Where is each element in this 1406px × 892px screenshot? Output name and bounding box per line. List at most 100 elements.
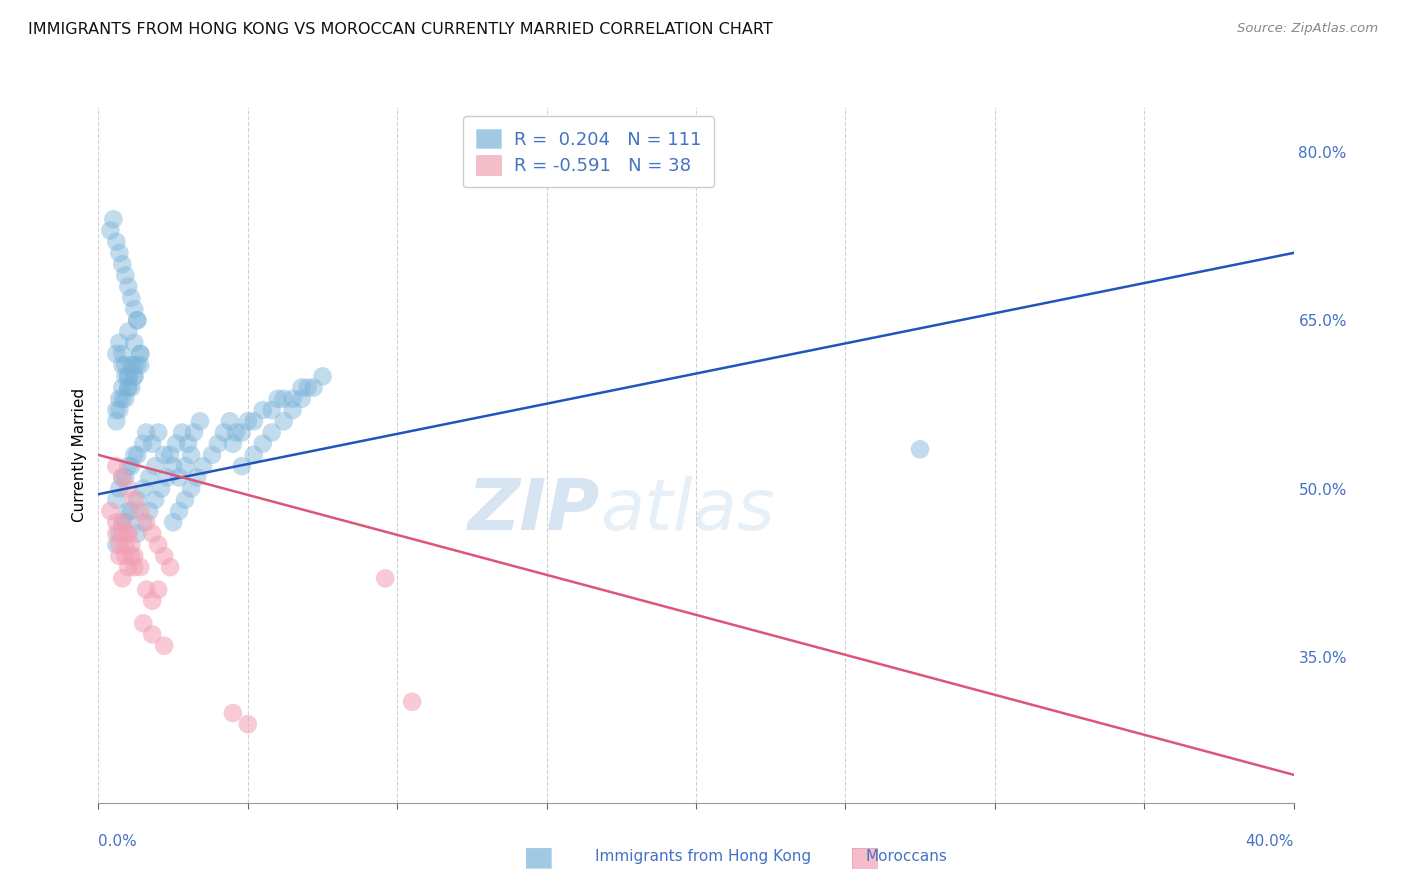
- Point: [153, 448, 176, 462]
- Point: [124, 358, 146, 372]
- Point: [114, 358, 136, 372]
- Point: [132, 515, 155, 529]
- Point: [117, 369, 139, 384]
- Point: [141, 594, 163, 608]
- Point: [207, 436, 229, 450]
- Point: [222, 436, 245, 450]
- Point: [143, 492, 166, 507]
- Point: [401, 695, 423, 709]
- Point: [103, 212, 125, 227]
- Point: [114, 268, 136, 283]
- Point: [311, 369, 333, 384]
- Point: [281, 392, 304, 406]
- Point: [124, 549, 146, 563]
- Point: [138, 504, 160, 518]
- Point: [124, 492, 146, 507]
- Point: [260, 425, 283, 440]
- Point: [127, 313, 149, 327]
- Point: [143, 459, 166, 474]
- Point: [120, 381, 142, 395]
- Point: [236, 717, 259, 731]
- Point: [108, 538, 131, 552]
- Point: [291, 381, 314, 395]
- Point: [114, 549, 136, 563]
- Point: [243, 414, 266, 428]
- Point: [105, 526, 128, 541]
- Point: [148, 538, 170, 552]
- Point: [111, 257, 134, 271]
- Point: [297, 381, 319, 395]
- Point: [127, 313, 149, 327]
- Point: [172, 425, 194, 440]
- Point: [219, 414, 242, 428]
- Point: [129, 560, 152, 574]
- Point: [129, 504, 152, 518]
- Text: Source: ZipAtlas.com: Source: ZipAtlas.com: [1237, 22, 1378, 36]
- Point: [191, 459, 214, 474]
- Point: [141, 627, 163, 641]
- Point: [162, 515, 184, 529]
- Text: 0.0%: 0.0%: [98, 834, 138, 849]
- Point: [124, 448, 146, 462]
- Point: [117, 459, 139, 474]
- Point: [212, 425, 235, 440]
- Point: [108, 335, 131, 350]
- Text: Immigrants from Hong Kong: Immigrants from Hong Kong: [595, 849, 811, 863]
- Text: atlas: atlas: [600, 476, 775, 545]
- Point: [111, 470, 134, 484]
- Point: [201, 448, 224, 462]
- Point: [117, 560, 139, 574]
- Point: [291, 392, 314, 406]
- Point: [174, 459, 197, 474]
- Point: [105, 414, 128, 428]
- Point: [108, 392, 131, 406]
- Point: [132, 436, 155, 450]
- Y-axis label: Currently Married: Currently Married: [72, 388, 87, 522]
- Point: [100, 504, 122, 518]
- Point: [186, 470, 208, 484]
- Point: [167, 470, 190, 484]
- Point: [243, 448, 266, 462]
- Point: [105, 459, 128, 474]
- Point: [281, 403, 304, 417]
- Point: [162, 459, 184, 474]
- Point: [135, 515, 157, 529]
- Point: [231, 425, 253, 440]
- Point: [117, 504, 139, 518]
- Point: [141, 436, 163, 450]
- Point: [111, 358, 134, 372]
- Point: [132, 482, 155, 496]
- Point: [117, 381, 139, 395]
- Point: [114, 538, 136, 552]
- Point: [105, 538, 128, 552]
- Point: [129, 347, 152, 361]
- Point: [252, 403, 274, 417]
- Point: [127, 358, 149, 372]
- Point: [302, 381, 325, 395]
- Point: [111, 526, 134, 541]
- Point: [124, 369, 146, 384]
- Point: [132, 616, 155, 631]
- Point: [141, 526, 163, 541]
- Point: [117, 381, 139, 395]
- Point: [111, 470, 134, 484]
- Point: [183, 425, 205, 440]
- Point: [108, 403, 131, 417]
- Point: [120, 504, 142, 518]
- Point: [159, 560, 181, 574]
- Point: [188, 414, 211, 428]
- Point: [159, 448, 181, 462]
- Point: [117, 325, 139, 339]
- Text: IMMIGRANTS FROM HONG KONG VS MOROCCAN CURRENTLY MARRIED CORRELATION CHART: IMMIGRANTS FROM HONG KONG VS MOROCCAN CU…: [28, 22, 773, 37]
- Point: [111, 381, 134, 395]
- Point: [252, 436, 274, 450]
- Point: [273, 392, 295, 406]
- Point: [111, 347, 134, 361]
- Point: [100, 223, 122, 237]
- Point: [120, 291, 142, 305]
- Legend: R =  0.204   N = 111, R = -0.591   N = 38: R = 0.204 N = 111, R = -0.591 N = 38: [463, 116, 714, 187]
- Point: [150, 482, 173, 496]
- Point: [114, 470, 136, 484]
- Point: [124, 560, 146, 574]
- Point: [120, 358, 142, 372]
